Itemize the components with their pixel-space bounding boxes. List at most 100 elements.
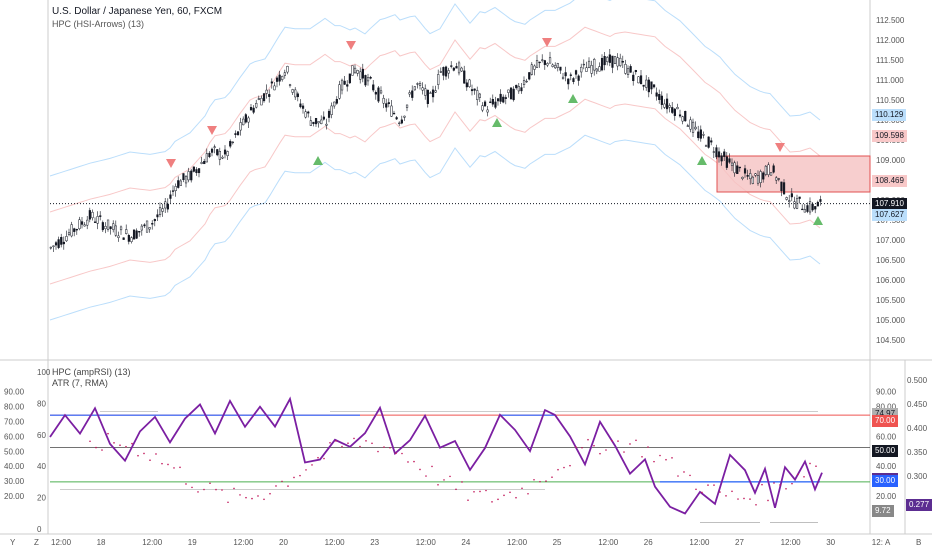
corner-b[interactable]: B	[916, 538, 922, 547]
candle-body	[626, 68, 630, 75]
candle-body	[205, 153, 208, 163]
atr-dot	[311, 464, 313, 466]
candle-body	[294, 89, 297, 98]
atr-left-tick-label: 30.00	[4, 477, 25, 486]
atr-dot	[149, 459, 151, 462]
atr-dot	[641, 456, 643, 458]
atr-left-tick-label: 50.00	[4, 447, 25, 456]
candle-body	[704, 145, 708, 147]
atr-axis-right[interactable]: 0.500 0.450 0.400 0.350 0.300	[907, 376, 928, 481]
indicator-legend-rsi[interactable]: HPC (ampRSI) (13)	[52, 367, 131, 377]
candle-body	[252, 107, 255, 113]
candle-body	[780, 181, 783, 192]
candle-body	[109, 226, 112, 229]
candle-body	[161, 208, 164, 212]
atr-dot	[395, 452, 397, 455]
candle-body	[405, 104, 409, 108]
candle-body	[468, 79, 471, 87]
atr-dot	[491, 501, 493, 503]
candle-body	[486, 109, 489, 113]
candle-body	[166, 203, 169, 210]
indicator-legend-atr[interactable]: ATR (7, RMA)	[52, 378, 108, 388]
candle-body	[470, 89, 474, 92]
atr-dot	[725, 495, 727, 497]
candle-body	[156, 214, 159, 218]
candle-body	[57, 239, 60, 248]
rsi-badge: 30.00	[872, 475, 899, 488]
atr-dot	[563, 466, 565, 469]
candle-body	[158, 207, 162, 216]
atr-dot	[677, 475, 679, 477]
candle-body	[806, 205, 809, 212]
candle-body	[304, 111, 307, 118]
atr-dot	[155, 453, 157, 455]
corner-y[interactable]: Y	[10, 538, 16, 547]
candle-body	[325, 123, 328, 126]
time-tick-label: 25	[553, 538, 562, 547]
candle-body	[278, 74, 281, 82]
indicator-legend-arrows[interactable]: HPC (HSI-Arrows) (13)	[52, 19, 145, 29]
candle-body	[249, 107, 253, 111]
candle-body	[431, 89, 435, 98]
candle-body	[756, 175, 760, 184]
candle-body	[665, 98, 669, 110]
candle-body	[179, 180, 182, 186]
candle-body	[450, 65, 453, 67]
rsi-right-tick-label: 80.00	[876, 403, 897, 412]
atr-dot	[569, 464, 571, 467]
price-tick-label: 111.000	[876, 76, 904, 85]
candle-body	[457, 62, 461, 74]
candle-body	[119, 226, 123, 231]
atr-dot	[785, 487, 787, 490]
candle-body	[759, 171, 762, 184]
atr-dot	[653, 460, 655, 463]
atr-dot	[617, 440, 619, 442]
candle-body	[218, 151, 221, 160]
atr-dot	[251, 497, 253, 500]
candle-body	[590, 65, 593, 74]
time-tick-label: 12:00	[416, 538, 437, 547]
price-badge: 107.910	[872, 197, 907, 210]
candle-body	[803, 209, 806, 213]
rsi-line-group	[49, 396, 823, 515]
candle-body	[275, 77, 279, 82]
candle-body	[444, 66, 448, 77]
atr-dot	[545, 480, 547, 482]
candle-body	[200, 162, 203, 164]
atr-dot	[215, 488, 217, 491]
atr-dot	[203, 488, 205, 491]
atr-dot	[233, 487, 235, 490]
candle-body	[62, 241, 65, 245]
corner-z[interactable]: Z	[34, 538, 39, 547]
rsi-left-tick-label: 20	[37, 494, 46, 503]
candle-body	[265, 89, 268, 94]
atr-dot	[347, 442, 349, 445]
resistance-zone	[716, 155, 871, 193]
candle-body	[600, 58, 604, 71]
corner-a[interactable]: A	[885, 538, 891, 547]
candle-body	[489, 101, 492, 103]
candle-body	[187, 171, 190, 181]
upper-mid-band	[49, 26, 821, 213]
candle-body	[749, 173, 752, 180]
candle-body	[192, 166, 195, 172]
candle-body	[366, 77, 370, 82]
candle-body	[663, 103, 666, 108]
candle-body	[587, 60, 591, 68]
atr-dot	[119, 444, 121, 446]
atr-right-tick-label: 0.400	[907, 424, 928, 433]
candle-body	[702, 134, 705, 136]
time-axis[interactable]: 12:00 18 12:00 19 12:00 20 12:00 23 12:00 24 12:00…	[51, 538, 883, 547]
candle-body	[273, 85, 276, 91]
rsi-left-tick-label: 60	[37, 431, 46, 440]
atr-dot	[551, 476, 553, 478]
candle-body	[520, 87, 523, 92]
atr-dot	[761, 483, 763, 486]
candle-body	[541, 59, 544, 61]
candle-body	[650, 81, 653, 90]
candle-body	[353, 67, 357, 74]
price-tick-label: 109.000	[876, 156, 905, 165]
atr-dot	[509, 491, 511, 494]
atr-dot	[755, 503, 757, 506]
